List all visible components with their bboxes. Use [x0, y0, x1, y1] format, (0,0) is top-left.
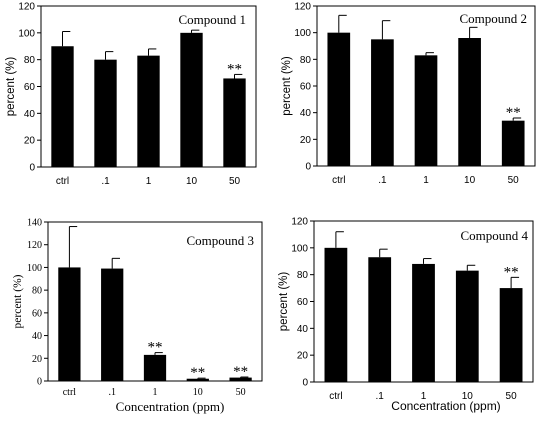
x-tick-label: 50 — [236, 387, 246, 398]
significance-label: ** — [227, 61, 242, 77]
x-tick-label: 10 — [464, 175, 476, 186]
y-tick-label: 100 — [294, 28, 311, 39]
bar — [229, 377, 252, 381]
x-tick-label: 10 — [462, 391, 474, 402]
x-tick-label: ctrl — [329, 391, 342, 402]
x-tick-label: ctrl — [56, 176, 69, 187]
chart-title: Compound 1 — [178, 12, 246, 27]
y-tick-label: 40 — [24, 109, 36, 120]
bar — [137, 55, 160, 168]
y-tick-label: 120 — [27, 240, 42, 251]
significance-label: ** — [148, 340, 163, 356]
significance-label: ** — [506, 105, 521, 121]
bar — [412, 263, 435, 382]
bar — [414, 55, 438, 167]
y-tick-label: 40 — [297, 324, 309, 335]
y-tick-label: 0 — [37, 377, 42, 388]
x-tick-label: 50 — [229, 176, 241, 187]
bar — [371, 39, 394, 167]
y-tick-label: 20 — [297, 351, 309, 362]
x-tick-label: .1 — [108, 387, 116, 398]
significance-label: ** — [190, 365, 205, 381]
bar — [101, 268, 124, 381]
x-tick-label: 1 — [423, 175, 429, 186]
y-tick-label: 40 — [32, 331, 42, 342]
x-tick-label: 50 — [506, 391, 518, 402]
bar — [180, 32, 203, 168]
chart-compound-4: 0 20 40 60 80 100 120 percent (%) Compound 4 ctrl… — [275, 210, 550, 405]
y-tick-label: 120 — [294, 2, 311, 13]
y-tick-label: 80 — [297, 270, 309, 281]
x-tick-label: ctrl — [332, 175, 345, 186]
bar — [51, 46, 74, 167]
x-tick-label: 10 — [186, 176, 198, 187]
x-tick-label: .1 — [376, 391, 385, 402]
bar — [501, 120, 525, 166]
chart-compound-3: 0 20 40 60 80 100 120 140 percent (%) Compound 3 c… — [0, 210, 275, 405]
bar — [458, 38, 481, 166]
y-axis-label: percent (%) — [5, 57, 17, 117]
y-tick-label: 100 — [291, 243, 308, 254]
y-tick-label: 60 — [297, 297, 309, 308]
y-tick-label: 20 — [24, 136, 36, 147]
bar — [455, 270, 479, 382]
y-tick-label: 120 — [291, 217, 308, 228]
bar — [186, 378, 209, 381]
y-tick-label: 60 — [300, 82, 312, 93]
bar — [368, 257, 392, 382]
y-tick-label: 140 — [27, 218, 42, 229]
y-axis-label: percent (%) — [12, 274, 24, 328]
bar — [58, 267, 81, 381]
y-tick-label: 20 — [32, 354, 42, 365]
bar — [324, 247, 348, 382]
x-axis-label: Concentration (ppm) — [115, 399, 225, 414]
y-tick-label: 120 — [18, 2, 35, 13]
y-tick-label: 20 — [300, 135, 312, 146]
x-tick-label: 10 — [193, 387, 203, 398]
y-axis-label: percent (%) — [281, 56, 293, 116]
bar — [327, 32, 351, 166]
x-tick-label: 1 — [421, 391, 427, 402]
x-axis-label: Concentration (ppm) — [391, 399, 501, 413]
y-tick-label: 0 — [305, 162, 311, 173]
bar — [143, 354, 167, 381]
x-tick-label: .1 — [378, 175, 387, 186]
x-tick-label: ctrl — [63, 387, 77, 398]
significance-label: ** — [504, 264, 519, 280]
chart-compound-2: 0 20 40 60 80 100 120 percent (%) Compound 2 ctrl… — [275, 0, 550, 200]
x-tick-label: 1 — [153, 387, 158, 398]
bar — [499, 288, 523, 382]
x-tick-label: 1 — [146, 176, 152, 187]
chart-title: Compound 3 — [186, 233, 254, 248]
bar — [94, 59, 117, 167]
chart-title: Compound 4 — [460, 228, 528, 243]
x-tick-label: .1 — [101, 176, 110, 187]
y-tick-label: 60 — [32, 308, 42, 319]
chart-title: Compound 2 — [459, 11, 527, 26]
y-tick-label: 80 — [300, 55, 312, 66]
significance-label: ** — [233, 364, 248, 380]
x-tick-label: 50 — [508, 175, 520, 186]
bar — [223, 78, 246, 167]
y-tick-label: 40 — [300, 108, 312, 119]
y-tick-label: 0 — [29, 163, 35, 174]
chart-compound-1: 0 20 40 60 80 100 120 percent (%) Compound 1 ctrl… — [0, 0, 275, 200]
y-axis-label: percent (%) — [278, 272, 290, 332]
y-tick-label: 60 — [24, 82, 36, 93]
y-tick-label: 80 — [24, 55, 36, 66]
y-tick-label: 100 — [18, 28, 35, 39]
y-tick-label: 80 — [32, 286, 42, 297]
y-tick-label: 100 — [27, 263, 42, 274]
y-tick-label: 0 — [302, 378, 308, 389]
